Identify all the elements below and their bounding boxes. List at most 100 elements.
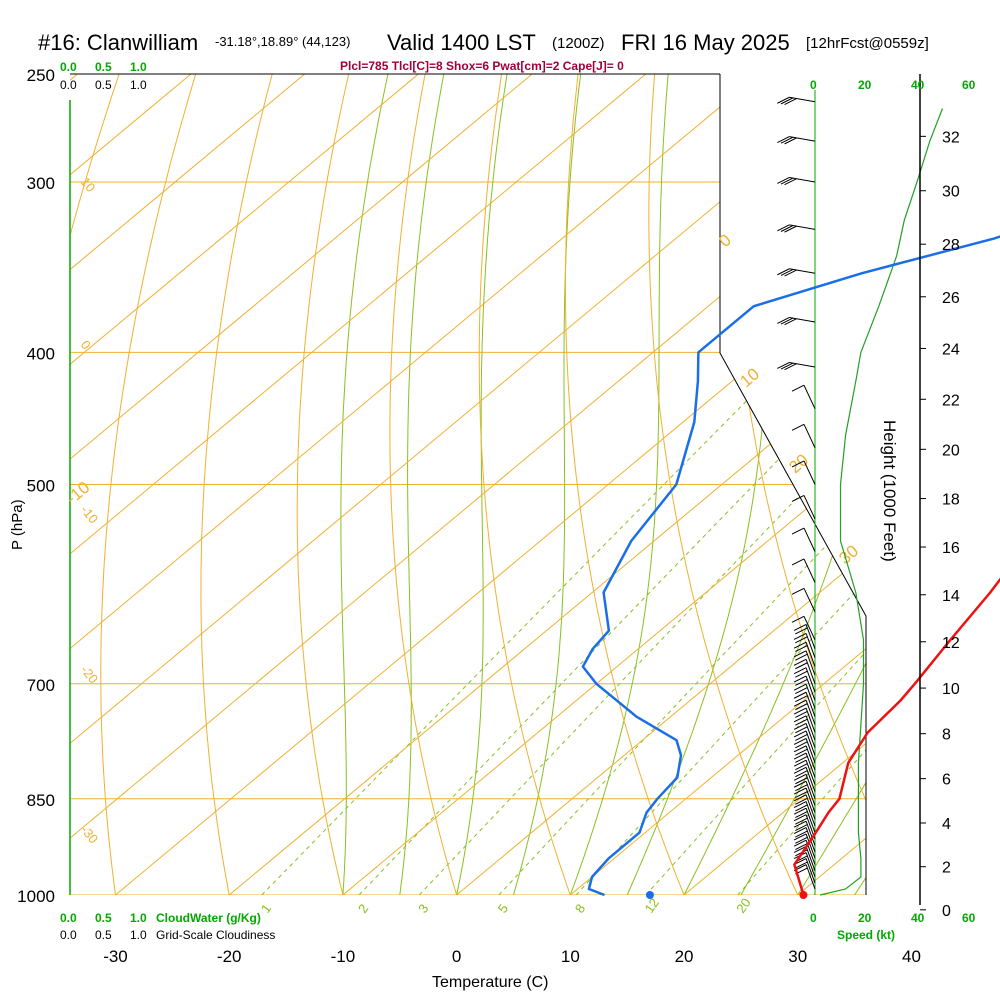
isotherm-line xyxy=(80,74,866,895)
height-tick-label: 4 xyxy=(942,816,951,833)
top-cloudwater-tick: 1.0 xyxy=(130,60,147,74)
wind-barb xyxy=(793,759,816,785)
wind-barb xyxy=(791,384,816,410)
dry-adiabat-line xyxy=(648,74,812,895)
height-tick-label: 12 xyxy=(942,635,960,652)
mixing-ratio-label: 2 xyxy=(355,901,371,916)
mixing-ratio-label: 12 xyxy=(641,895,662,915)
speed-tick: 60 xyxy=(962,911,976,925)
wind-barb xyxy=(793,624,816,650)
mixing-ratio-line xyxy=(737,351,866,895)
wind-barb xyxy=(793,722,816,749)
wind-barb xyxy=(793,641,816,667)
dewpoint-profile-line xyxy=(581,235,1000,897)
dry-adiabat-line xyxy=(389,74,467,895)
isotherm-line xyxy=(70,74,866,895)
temperature-tick-label: -30 xyxy=(103,947,128,966)
moist-adiabat-line xyxy=(340,74,389,895)
bottom-cloudwater-tick: 0.5 xyxy=(95,911,112,925)
wind-barb xyxy=(793,752,816,778)
wind-barb xyxy=(793,794,816,820)
speed-tick: 0 xyxy=(810,911,817,925)
cloudwater-label: CloudWater (g/Kg) xyxy=(156,911,261,925)
mixing-ratio-label: 20 xyxy=(733,895,754,915)
wind-barb xyxy=(793,632,816,658)
wind-barb xyxy=(791,615,816,641)
speed-scale-bottom: 0 20 40 60 Speed (kt) xyxy=(810,911,976,942)
isotherm-label: -10 xyxy=(78,502,102,526)
dry-adiabat-line xyxy=(70,74,128,895)
isotherm-label: -30 xyxy=(78,822,102,846)
wind-barb xyxy=(793,658,816,684)
wind-barbs xyxy=(777,96,816,890)
wind-barb xyxy=(777,96,816,105)
bottom-cloudwater-scale: 0.0 0.5 1.0 CloudWater (g/Kg) xyxy=(60,911,261,925)
speed-tick: 20 xyxy=(858,78,872,92)
wind-barb xyxy=(791,527,816,552)
temperature-tick-label: 10 xyxy=(561,947,580,966)
isotherm-line xyxy=(649,74,866,895)
isotherm-line xyxy=(70,74,335,895)
speed-label: Speed (kt) xyxy=(837,928,895,942)
height-tick-label: 0 xyxy=(942,903,951,920)
wind-barb xyxy=(791,460,816,485)
moist-adiabat-line xyxy=(683,74,866,895)
height-tick-label: 10 xyxy=(942,681,960,698)
bottom-cloudwater-tick: 1.0 xyxy=(130,911,147,925)
utc-time: (1200Z) xyxy=(552,35,605,52)
temperature-tick-label: -10 xyxy=(331,947,356,966)
wind-barb xyxy=(791,423,816,449)
moist-adiabat-line xyxy=(797,74,866,895)
height-tick-label: 2 xyxy=(942,860,951,877)
top-cloudiness-tick: 0.5 xyxy=(95,78,112,92)
temperature-tick-label: 20 xyxy=(675,947,694,966)
wind-speed-profile xyxy=(814,90,944,896)
height-tick-label: 20 xyxy=(942,442,960,459)
sounding-parameters: Plcl=785 Tlcl[C]=8 Shox=6 Pwat[cm]=2 Cap… xyxy=(340,59,624,73)
wind-barb xyxy=(777,136,816,145)
mixing-ratio-line xyxy=(498,351,866,895)
temperature-axis-label: Temperature (C) xyxy=(432,974,548,991)
wind-barb xyxy=(793,730,816,756)
top-cloudiness-tick: 0.0 xyxy=(60,78,77,92)
isotherm-label: 0 xyxy=(78,337,94,352)
dry-adiabat-line xyxy=(100,74,204,895)
dry-adiabat-line xyxy=(296,74,355,895)
height-tick-label: 16 xyxy=(942,540,960,557)
isotherm-line xyxy=(70,74,676,895)
wind-barb xyxy=(793,766,816,792)
temperature-tick-label: 0 xyxy=(452,947,461,966)
dry-adiabat-label: 30 xyxy=(835,541,862,568)
isotherm-label: 10 xyxy=(78,174,99,195)
valid-date: FRI 16 May 2025 xyxy=(621,30,790,55)
wind-barb xyxy=(793,683,816,709)
pressure-tick-label: 850 xyxy=(27,791,55,810)
temperature-tick-label: 30 xyxy=(788,947,807,966)
height-tick-label: 26 xyxy=(942,290,960,307)
chart-title: #16: Clanwilliam xyxy=(38,30,198,55)
mixing-ratio-lines xyxy=(261,351,866,895)
surface-temperature-marker xyxy=(799,891,808,899)
temperature-profile-line xyxy=(793,577,1000,896)
temperature-axis-ticks: -30 -20 -10 0 10 20 30 40 xyxy=(103,947,921,966)
bottom-cloudiness-tick: 1.0 xyxy=(130,928,147,942)
pressure-tick-label: 250 xyxy=(27,66,55,85)
bottom-cloudwater-tick: 0.0 xyxy=(60,911,77,925)
wind-barb xyxy=(793,650,816,676)
surface-dewpoint-marker xyxy=(645,891,654,899)
wind-barb xyxy=(793,807,816,833)
top-cloudwater-tick: 0.5 xyxy=(95,60,112,74)
wind-barb xyxy=(793,833,816,859)
mixing-ratio-label: 5 xyxy=(495,901,511,916)
top-cloudiness-tick: 1.0 xyxy=(130,78,147,92)
dry-adiabat-label: 10 xyxy=(736,364,763,391)
dry-adiabat-label: 0 xyxy=(715,230,734,251)
temperature-tick-label: 40 xyxy=(902,947,921,966)
wind-barb xyxy=(793,699,816,725)
isotherm-line xyxy=(421,74,866,895)
dry-adiabat-line xyxy=(200,74,280,895)
speed-tick: 0 xyxy=(810,78,817,92)
